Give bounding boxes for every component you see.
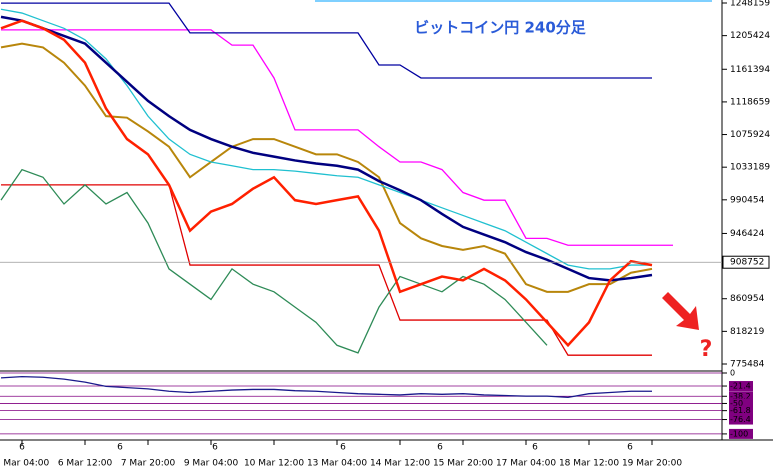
y-tick-label: 818219 (730, 327, 765, 337)
indicator-line (1, 2, 652, 79)
indicator-line (0, 15, 653, 282)
y-tick-label: 860954 (730, 294, 765, 304)
level-label-bg (729, 414, 753, 425)
y-tick-label: 946424 (730, 229, 765, 239)
x-tick-label: 15 Mar 20:00 (433, 459, 493, 469)
x-tick-label: 18 Mar 12:00 (559, 459, 619, 469)
question-mark: ? (700, 337, 713, 362)
indicator-line (0, 168, 548, 354)
level-label-bg (729, 381, 753, 392)
y-tick-label: 1205424 (730, 31, 770, 41)
session-mark: 6 (212, 443, 218, 453)
x-tick-label: 6 Mar 04:00 (0, 459, 49, 469)
level-label-bg (729, 391, 753, 402)
level-label-bg (729, 428, 753, 439)
x-tick-label: 9 Mar 04:00 (184, 459, 239, 469)
indicator-line (1, 29, 673, 246)
indicator-line (0, 8, 652, 270)
y-tick-label: 0 (730, 369, 735, 378)
y-tick-label: -100 (730, 429, 748, 438)
x-tick-label: 14 Mar 12:00 (370, 459, 430, 469)
session-mark: 6 (437, 443, 443, 453)
indicator-line (0, 42, 653, 293)
x-tick-label: 10 Mar 12:00 (244, 459, 304, 469)
session-mark: 6 (340, 443, 346, 453)
y-tick-label: -21.4 (730, 382, 751, 391)
price-label: 908752 (730, 258, 764, 268)
level-label-bg (729, 405, 753, 416)
y-tick-label: 1033189 (730, 163, 770, 173)
x-tick-label: 6 Mar 12:00 (58, 459, 113, 469)
y-tick-label: -50 (730, 399, 743, 408)
y-tick-label: 990454 (730, 195, 765, 205)
y-tick-label: 1248159 (730, 0, 770, 8)
x-tick-label: 19 Mar 20:00 (622, 459, 682, 469)
x-tick-label: 7 Mar 20:00 (121, 459, 176, 469)
arrow (662, 292, 699, 330)
session-mark: 6 (627, 443, 633, 453)
price-label-box (722, 255, 770, 269)
indicator-line (0, 376, 652, 399)
indicator-line (0, 19, 653, 348)
session-mark: 6 (532, 443, 538, 453)
y-tick-label: 775484 (730, 360, 765, 370)
y-tick-label: -38.2 (730, 392, 751, 401)
session-mark: 6 (117, 443, 123, 453)
x-tick-label: 17 Mar 04:00 (496, 459, 556, 469)
chart-title: ビットコイン円 240分足 (414, 19, 587, 37)
x-tick-label: 13 Mar 04:00 (307, 459, 367, 469)
y-tick-label: -61.8 (730, 406, 751, 415)
y-tick-label: 1075924 (730, 130, 770, 140)
y-tick-label: 1118659 (730, 97, 770, 107)
y-tick-label: 1161394 (730, 65, 770, 75)
y-tick-label: -76.4 (730, 415, 751, 424)
level-label-bg (729, 398, 753, 409)
session-mark: 6 (19, 443, 25, 453)
